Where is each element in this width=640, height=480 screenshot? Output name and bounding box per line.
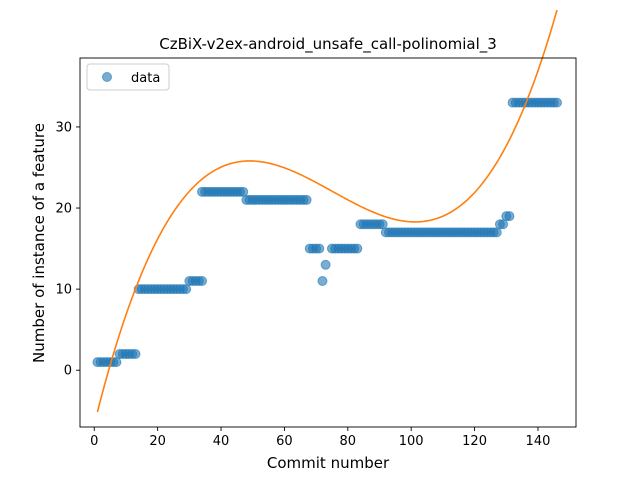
x-tick-label: 60 xyxy=(276,434,293,449)
x-axis-ticks: 0 20 40 60 80 100 120 140 xyxy=(90,427,550,449)
plot-area xyxy=(79,9,577,428)
data-point xyxy=(317,276,328,287)
data-point xyxy=(504,211,515,222)
x-tick-label: 120 xyxy=(462,434,487,449)
x-tick-label: 20 xyxy=(149,434,166,449)
x-axis-label: Commit number xyxy=(267,454,390,472)
y-axis-ticks: 0 10 20 30 xyxy=(55,120,80,379)
y-tick-label: 20 xyxy=(55,202,72,217)
fit-line xyxy=(96,9,558,413)
data-point xyxy=(314,243,325,254)
y-tick-label: 0 xyxy=(64,364,72,379)
x-tick-label: 40 xyxy=(213,434,230,449)
legend-label-data: data xyxy=(131,71,160,86)
x-tick-label: 80 xyxy=(340,434,357,449)
data-point xyxy=(197,276,208,287)
legend-marker-data xyxy=(102,72,112,82)
legend: data xyxy=(86,63,170,91)
plot-frame xyxy=(79,57,577,428)
data-point xyxy=(130,349,141,360)
y-axis-label: Number of instance of a feature xyxy=(30,123,48,363)
x-tick-label: 140 xyxy=(526,434,551,449)
y-tick-label: 10 xyxy=(55,283,72,298)
data-point xyxy=(301,194,312,205)
data-point xyxy=(352,243,363,254)
legend-box xyxy=(86,63,170,91)
y-tick-label: 30 xyxy=(55,120,72,135)
chart-title: CzBiX-v2ex-android_unsafe_call-polinomia… xyxy=(159,35,497,54)
x-tick-label: 0 xyxy=(90,434,98,449)
data-point xyxy=(320,259,331,270)
x-tick-label: 100 xyxy=(399,434,424,449)
data-point xyxy=(551,97,562,108)
